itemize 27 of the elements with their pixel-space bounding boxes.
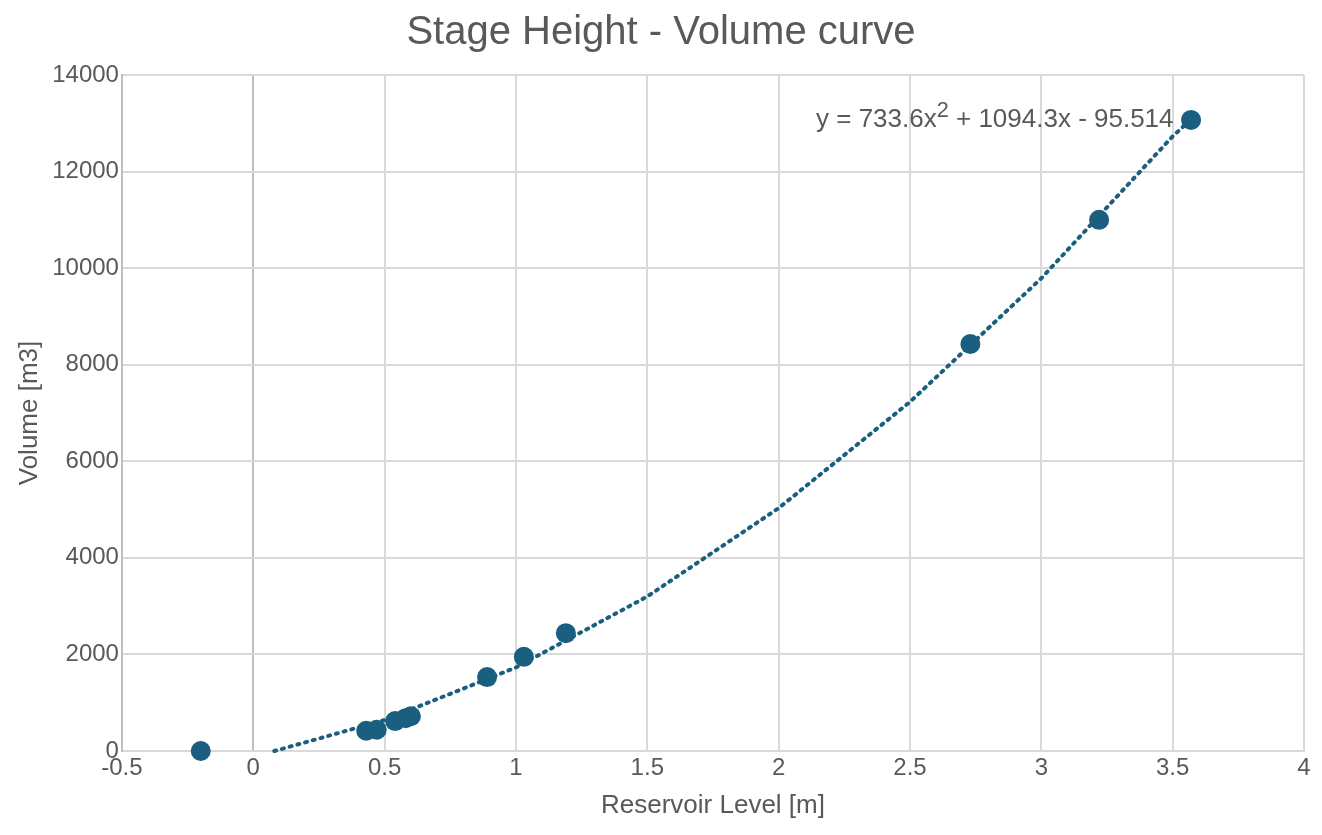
- y-axis-title: Volume [m3]: [12, 340, 43, 486]
- point: [190, 741, 211, 761]
- point: [477, 667, 498, 688]
- point: [555, 623, 576, 644]
- x-tick-label: 4: [1297, 753, 1311, 781]
- x-tick-label: 3.5: [1155, 753, 1190, 781]
- point: [1089, 209, 1110, 230]
- x-tick-label: 1.5: [630, 753, 664, 781]
- x-tick-label: 2.5: [893, 753, 927, 781]
- point: [1181, 109, 1202, 130]
- x-tick-label: 0.5: [367, 753, 402, 781]
- x-axis-title: Reservoir Level [m]: [600, 788, 825, 819]
- y-tick-label: 8000: [65, 349, 119, 377]
- x-tick-label: 3: [1034, 753, 1048, 781]
- y-tick-label: 6000: [65, 445, 119, 473]
- y-tick-label: 4000: [65, 542, 119, 570]
- y-tick-label: 10000: [52, 252, 119, 280]
- x-tick-label: 0: [246, 753, 260, 781]
- point: [960, 333, 981, 354]
- y-tick-label: 14000: [52, 59, 119, 87]
- x-tick-label: 1: [509, 753, 523, 781]
- y-tick-label: 2000: [65, 639, 119, 667]
- point: [513, 646, 534, 667]
- annotation: y = 733.6x$^{2}$ + 1094.3x - 95.514: [816, 97, 1174, 134]
- chart-title: Stage Height - Volume curve: [405, 8, 917, 53]
- y-tick-label: 12000: [52, 156, 119, 184]
- x-tick-label: 2: [771, 753, 786, 781]
